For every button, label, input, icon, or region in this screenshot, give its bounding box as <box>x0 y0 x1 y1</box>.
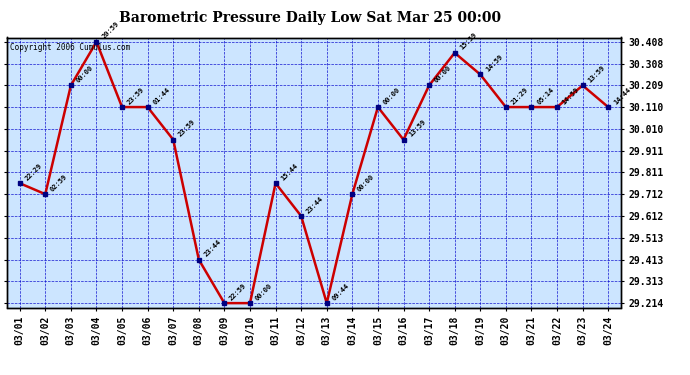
Text: 02:59: 02:59 <box>50 173 69 192</box>
Text: 20:59: 20:59 <box>101 21 120 40</box>
Text: 23:59: 23:59 <box>177 118 197 138</box>
Text: 23:44: 23:44 <box>305 195 324 214</box>
Text: 23:59: 23:59 <box>126 86 146 105</box>
Text: 22:29: 22:29 <box>24 162 43 182</box>
Text: 13:59: 13:59 <box>408 118 427 138</box>
Text: Barometric Pressure Daily Low Sat Mar 25 00:00: Barometric Pressure Daily Low Sat Mar 25… <box>119 11 502 25</box>
Text: 01:44: 01:44 <box>152 86 171 105</box>
Text: 00:00: 00:00 <box>254 282 273 302</box>
Text: 14:59: 14:59 <box>561 86 580 105</box>
Text: 13:59: 13:59 <box>586 64 606 84</box>
Text: 00:00: 00:00 <box>357 173 376 192</box>
Text: 14:44: 14:44 <box>612 86 631 105</box>
Text: 14:59: 14:59 <box>484 53 504 73</box>
Text: 15:44: 15:44 <box>279 162 299 182</box>
Text: 05:14: 05:14 <box>535 86 555 105</box>
Text: 00:00: 00:00 <box>382 86 402 105</box>
Text: 22:59: 22:59 <box>228 282 248 302</box>
Text: 00:00: 00:00 <box>433 64 453 84</box>
Text: 15:59: 15:59 <box>459 32 478 51</box>
Text: 21:29: 21:29 <box>510 86 529 105</box>
Text: 23:44: 23:44 <box>203 238 222 258</box>
Text: 09:44: 09:44 <box>331 282 351 302</box>
Text: Copyright 2006 Cumulus.com: Copyright 2006 Cumulus.com <box>10 43 130 52</box>
Text: 00:00: 00:00 <box>75 64 95 84</box>
